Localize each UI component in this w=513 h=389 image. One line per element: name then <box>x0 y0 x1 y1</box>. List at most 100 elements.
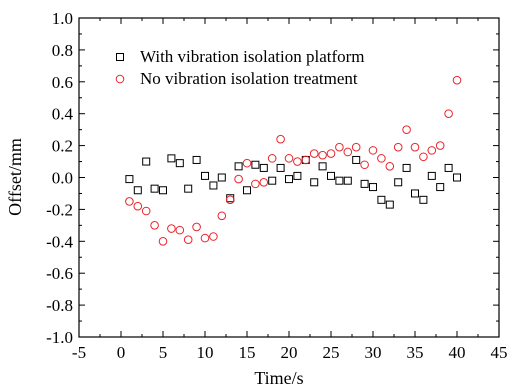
data-point <box>234 162 243 171</box>
data-point <box>435 141 445 150</box>
data-point <box>368 146 378 155</box>
data-point <box>410 142 420 152</box>
data-point <box>284 154 294 163</box>
data-point <box>419 195 428 204</box>
tick-labels: -5 0 5 10 15 20 25 30 35 40 45 -1.0 -0.8 -0.6 -0.4 -0.2… <box>46 9 507 362</box>
data-point <box>276 134 285 144</box>
data-point <box>452 75 462 85</box>
data-point <box>192 222 201 232</box>
legend: With vibration isolation platform No vibr… <box>115 47 365 88</box>
data-point <box>427 146 437 155</box>
y-tick-label: -1.0 <box>46 328 73 347</box>
data-point <box>385 162 395 171</box>
data-point <box>309 149 319 158</box>
data-point <box>150 221 159 230</box>
data-point <box>276 163 285 172</box>
data-point <box>402 125 411 134</box>
data-point <box>293 157 302 166</box>
y-tick-label: 0.6 <box>52 73 73 92</box>
data-point <box>125 197 134 206</box>
data-point <box>327 171 335 180</box>
data-point <box>209 232 218 241</box>
data-point <box>335 142 344 152</box>
data-point <box>427 171 436 180</box>
x-tick-label: 35 <box>407 343 424 362</box>
data-point <box>175 159 184 168</box>
x-tick-label: 40 <box>449 343 466 362</box>
data-point <box>444 109 453 118</box>
data-point <box>402 163 411 172</box>
y-tick-label: 0.2 <box>52 137 73 156</box>
data-point <box>377 154 386 163</box>
data-point <box>377 195 386 204</box>
data-point <box>150 184 159 193</box>
data-point <box>393 142 403 152</box>
data-point <box>209 181 218 190</box>
data-point <box>444 163 453 172</box>
data-point <box>192 155 201 164</box>
data-point <box>394 178 403 187</box>
data-point <box>259 177 269 187</box>
data-point <box>351 142 361 152</box>
y-tick-label: 1.0 <box>52 9 73 28</box>
data-point <box>125 175 134 184</box>
x-axis-title: Time/s <box>254 368 303 388</box>
data-point <box>352 155 361 164</box>
legend-label-2: No vibration isolation treatment <box>140 69 358 88</box>
data-point <box>141 206 151 216</box>
data-point <box>251 179 260 189</box>
data-point <box>259 163 268 172</box>
data-point <box>142 157 151 166</box>
x-tick-label: 25 <box>323 343 340 362</box>
data-point <box>158 237 168 246</box>
data-series <box>125 75 462 246</box>
data-point <box>251 160 260 169</box>
x-tick-label: 20 <box>281 343 298 362</box>
data-point <box>360 160 369 170</box>
data-point <box>268 176 277 185</box>
data-point <box>419 152 428 162</box>
x-tick-label: 15 <box>239 343 256 362</box>
series-2 <box>125 75 462 246</box>
data-point <box>183 235 193 245</box>
x-tick-label: 10 <box>197 343 214 362</box>
axis-ticks <box>78 17 500 338</box>
data-point <box>133 201 143 211</box>
y-axis-title: Offset/mm <box>5 138 25 216</box>
data-point <box>159 186 167 195</box>
x-tick-label: 0 <box>117 343 126 362</box>
data-point <box>267 154 277 163</box>
data-point <box>318 162 327 171</box>
legend-marker-1 <box>116 53 124 61</box>
data-point <box>385 200 394 209</box>
x-tick-label: 5 <box>159 343 168 362</box>
y-tick-label: -0.8 <box>46 296 73 315</box>
data-point <box>318 150 327 160</box>
data-point <box>326 149 336 158</box>
y-tick-label: -0.6 <box>46 264 73 283</box>
series-1 <box>125 154 461 209</box>
data-point <box>242 158 252 168</box>
data-point <box>343 176 352 185</box>
data-point <box>343 147 353 157</box>
data-point <box>201 171 209 180</box>
y-tick-label: -0.2 <box>46 200 73 219</box>
data-point <box>360 179 369 188</box>
data-point <box>175 225 185 235</box>
x-tick-label: -5 <box>72 343 86 362</box>
data-point <box>167 224 176 233</box>
data-point <box>184 184 193 193</box>
data-point <box>217 211 227 221</box>
data-point <box>200 233 210 243</box>
data-point <box>301 155 311 165</box>
y-tick-label: 0.4 <box>52 105 74 124</box>
data-point <box>411 189 419 198</box>
data-point <box>167 154 176 163</box>
data-point <box>243 186 251 195</box>
data-point <box>369 183 377 192</box>
data-point <box>234 174 243 184</box>
data-point <box>293 171 302 180</box>
data-point <box>335 176 344 185</box>
